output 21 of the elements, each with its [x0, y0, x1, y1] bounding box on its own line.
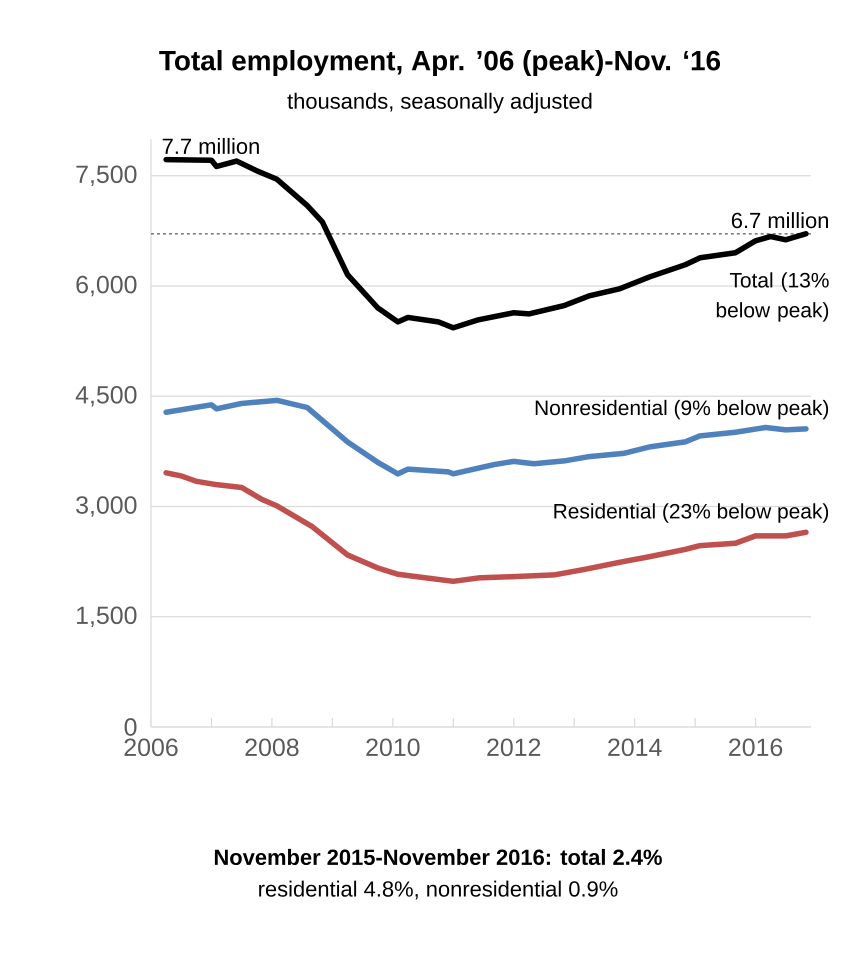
chart-subtitle: thousands, seasonally adjusted	[287, 92, 592, 114]
x-tick-label: 2006	[124, 738, 178, 756]
series-label: Residential (23% below peak)	[554, 503, 828, 523]
series-label: Total (13% below peak)	[716, 272, 829, 322]
y-tick-label: 0	[124, 718, 137, 736]
text: November 2015-November 2016: total 2.4%	[214, 848, 662, 866]
series-label: Nonresidential (9% below peak)	[536, 400, 828, 420]
x-tick-label: 2010	[366, 738, 420, 756]
y-tick-label: 1,500	[77, 606, 136, 628]
x-tick-label: 2012	[487, 738, 540, 756]
text: residential 4.8%, nonresidential 0.9%	[259, 880, 618, 900]
x-tick-label: 2014	[608, 738, 662, 756]
x-tick-label: 2008	[245, 738, 299, 756]
chart-title: Total employment, Apr. ’06 (peak)-Nov. ‘16	[159, 50, 720, 76]
annotation: 6.7 million	[732, 212, 828, 228]
y-tick-label: 7,500	[76, 165, 136, 186]
y-tick-label: 4,500	[76, 386, 136, 407]
annotation: 7.7 million	[162, 138, 259, 154]
x-tick-label: 2016	[729, 738, 782, 756]
y-tick-label: 6,000	[76, 276, 136, 296]
y-tick-label: 3,000	[76, 496, 136, 517]
